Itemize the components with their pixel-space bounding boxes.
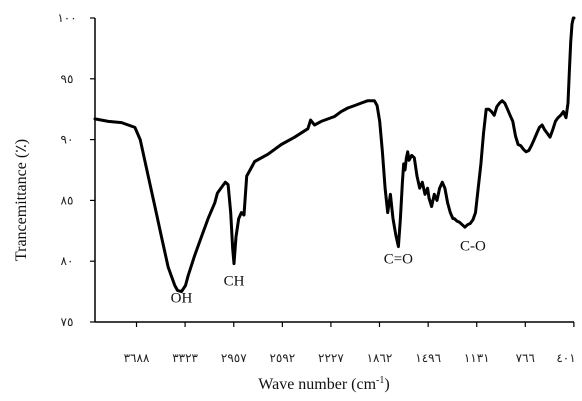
x-tick-label: ١٨٦٢ [367, 351, 393, 365]
x-tick-group: ٣٦٨٨ ٣٣٢٣ ٢٩٥٧ ٢٥٩٢ ٢٢٢٧ ١٨٦٢ ١٤٩٦ ١١٣١ ٧٦٦ ٤٠١ [124, 322, 576, 365]
x-tick-label: ٤٠١ [556, 351, 575, 365]
x-tick-label: ١١٣١ [464, 351, 490, 365]
y-tick-label: ٩٠ [61, 133, 74, 147]
peak-label: C=O [384, 252, 413, 268]
x-axis-title-end: ) [384, 376, 389, 393]
peak-label: OH [171, 291, 193, 307]
x-tick-label: ٣٦٨٨ [124, 351, 150, 365]
x-axis-title: Wave number (cm-1) [258, 375, 389, 393]
x-tick-label: ٢٩٥٧ [221, 351, 247, 365]
y-tick-label: ٩٥ [61, 72, 74, 86]
y-tick-label: ٨٥ [61, 193, 74, 207]
transmittance-series-line [93, 16, 576, 294]
y-tick-label: ٧٥ [61, 315, 74, 329]
peak-label: C-O [460, 238, 486, 254]
x-axis-title-superscript: -1 [376, 375, 384, 386]
x-tick-label: ٧٦٦ [516, 351, 535, 365]
peak-label: CH [224, 274, 245, 290]
y-tick-group: ٧٥ ٨٠ ٨٥ ٩٠ ٩٥ ١٠٠ [57, 11, 95, 329]
x-tick-label: ٢٢٢٧ [318, 351, 344, 365]
y-tick-label: ١٠٠ [57, 11, 76, 25]
peak-annotation-group: OH CH C=O C-O [171, 238, 486, 306]
x-tick-label: ٣٣٢٣ [172, 351, 198, 365]
x-axis-title-main: Wave number (cm [258, 376, 376, 393]
x-tick-label: ٢٥٩٢ [269, 351, 295, 365]
y-axis-title: Trancemittance (٪) [13, 139, 30, 261]
x-tick-label: ١٤٩٦ [415, 351, 441, 365]
y-tick-label: ٨٠ [61, 254, 74, 268]
